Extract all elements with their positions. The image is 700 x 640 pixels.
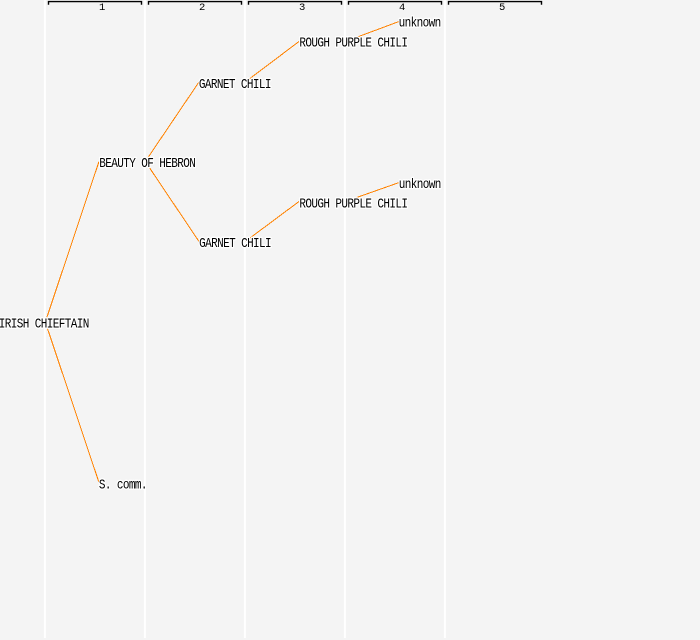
svg-text:3: 3 [299, 2, 305, 14]
svg-text:unknown: unknown [399, 15, 441, 31]
svg-text:ROUGH PURPLE CHILI: ROUGH PURPLE CHILI [299, 36, 407, 52]
svg-text:ROUGH PURPLE CHILI: ROUGH PURPLE CHILI [299, 196, 407, 212]
svg-text:4: 4 [399, 2, 405, 14]
svg-text:GARNET CHILI: GARNET CHILI [199, 77, 271, 93]
svg-text:BEAUTY OF HEBRON: BEAUTY OF HEBRON [99, 156, 195, 172]
svg-text:S. comm.: S. comm. [99, 477, 147, 493]
svg-text:1: 1 [99, 2, 105, 14]
svg-text:unknown: unknown [399, 177, 441, 193]
svg-text:GARNET CHILI: GARNET CHILI [199, 236, 271, 252]
svg-text:2: 2 [199, 2, 205, 14]
svg-text:5: 5 [499, 2, 505, 14]
svg-text:IRISH CHIEFTAIN: IRISH CHIEFTAIN [0, 316, 89, 332]
